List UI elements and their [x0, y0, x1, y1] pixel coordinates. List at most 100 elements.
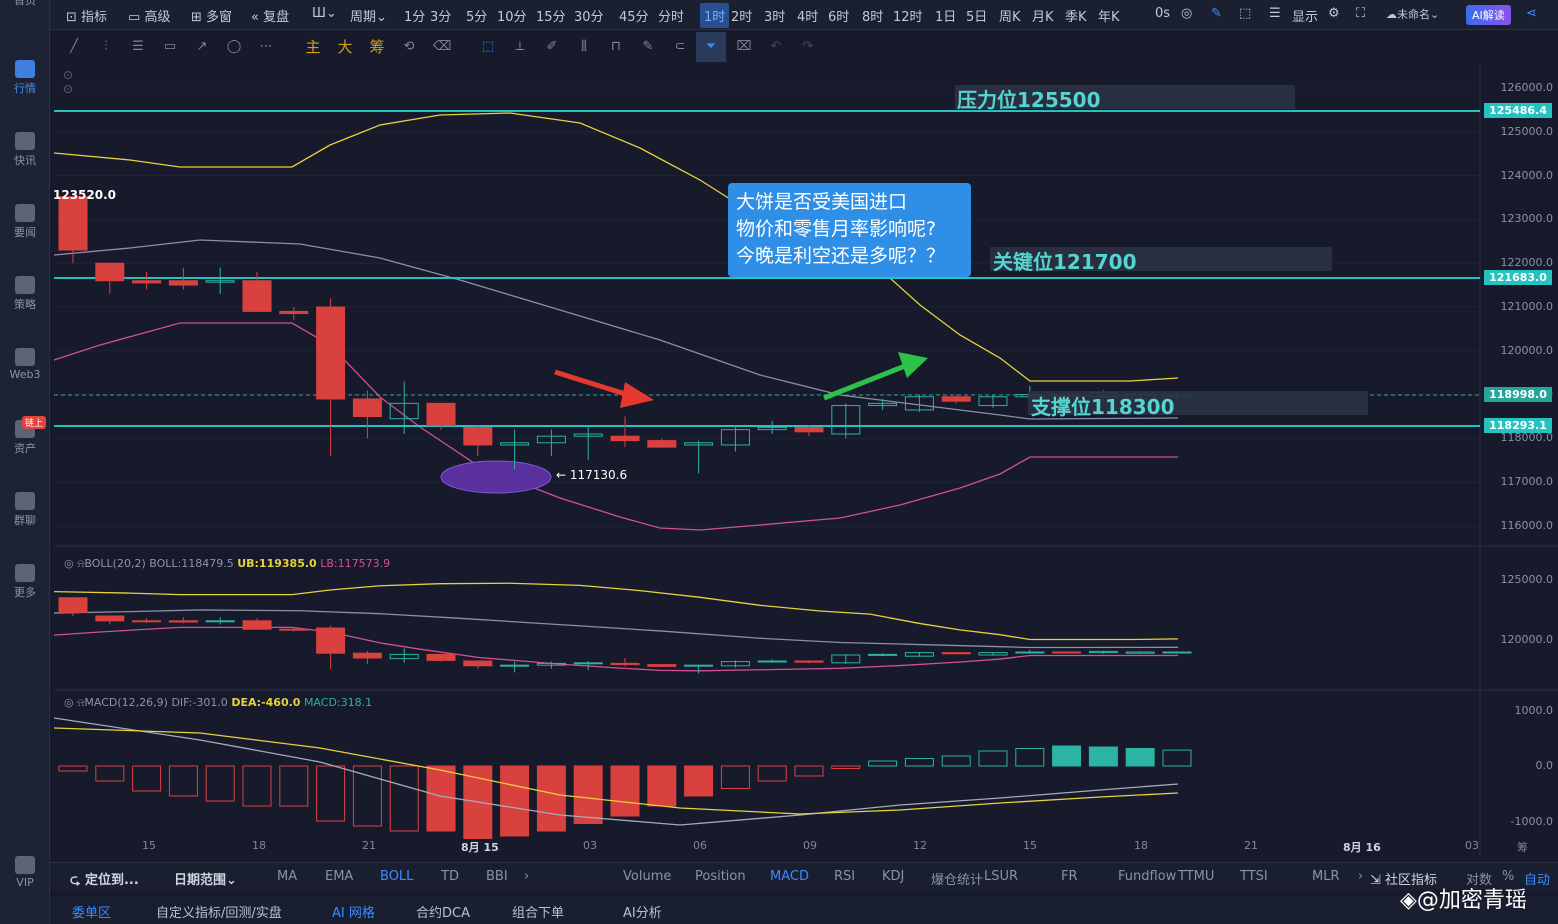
bottom-tab[interactable]: AI 网格 [332, 906, 375, 921]
interval-16[interactable]: 5日 [966, 10, 988, 25]
ellipse-tool-icon[interactable]: ◯ [226, 39, 242, 54]
interval-14[interactable]: 12时 [893, 10, 923, 25]
nav-item-5[interactable]: Web3 [0, 348, 50, 381]
eye-icon[interactable]: ◎ [64, 557, 74, 570]
lock-icon[interactable]: ⊓ [610, 39, 622, 54]
nav-item-2[interactable]: 快讯 [0, 132, 50, 168]
interval-2[interactable]: 5分 [466, 10, 488, 25]
interval-8[interactable]: 1时 [700, 3, 730, 28]
bottom-tab[interactable]: 组合下单 [512, 906, 565, 921]
eye-icon[interactable]: ◎ [64, 696, 74, 709]
next-arrow-icon[interactable]: › [1358, 869, 1364, 884]
cursor-icon[interactable]: ⬚ [481, 39, 495, 54]
main-indicator-tab[interactable]: EMA [325, 869, 354, 884]
nav-item-1[interactable]: 行情 [0, 60, 50, 96]
sync-icon[interactable]: ⟲ [403, 39, 415, 54]
interval-6[interactable]: 45分 [619, 10, 649, 25]
pen-icon[interactable]: ✎ [1211, 6, 1222, 21]
main-indicator-tab[interactable]: BOLL [380, 869, 414, 884]
locate-button[interactable]: ⮎ 定位到... [70, 873, 139, 888]
redo-icon[interactable]: ↷ [802, 39, 814, 54]
interval-17[interactable]: 周K [999, 10, 1021, 25]
sub-indicator-tab[interactable]: LSUR [984, 869, 1019, 884]
workspace-select[interactable]: ☁未命名⌄ [1386, 8, 1440, 21]
indicator-button[interactable]: ⊡ 指标 [66, 10, 108, 25]
replay-button[interactable]: « 复盘 [251, 10, 290, 25]
filter-icon[interactable]: ⏷ [696, 32, 726, 62]
interval-0[interactable]: 1分 [404, 10, 426, 25]
sub-indicator-tab[interactable]: MACD [770, 869, 809, 884]
interval-18[interactable]: 月K [1032, 10, 1054, 25]
interval-1[interactable]: 3分 [430, 10, 452, 25]
arrow-tool-icon[interactable]: ↗ [196, 39, 208, 54]
nav-item-7[interactable]: 群聊 [0, 492, 50, 528]
trash-icon[interactable]: ⌧ [736, 39, 752, 54]
interval-15[interactable]: 1日 [935, 10, 957, 25]
ai-read-button[interactable]: AI解读 [1466, 5, 1511, 25]
fullscreen-icon[interactable]: ⛶ [1356, 6, 1366, 21]
erase-icon[interactable]: ⌫ [433, 39, 452, 54]
display-button[interactable]: 显示 [1292, 10, 1319, 25]
sub-indicator-tab[interactable]: MLR [1312, 869, 1340, 884]
chip-button[interactable]: 筹 [369, 38, 385, 56]
brush-icon[interactable]: ✐ [546, 39, 558, 54]
bottom-tab[interactable]: AI分析 [623, 906, 662, 921]
sub-indicator-tab[interactable]: KDJ [882, 869, 905, 884]
bottom-tab[interactable]: 自定义指标/回测/实盘 [156, 906, 282, 921]
interval-12[interactable]: 6时 [828, 10, 850, 25]
bell-icon[interactable]: ⍾ [77, 557, 85, 570]
interval-19[interactable]: 季K [1065, 10, 1087, 25]
nav-item-6[interactable]: 资产 链上 [0, 416, 50, 456]
list-icon[interactable]: ☰ [1269, 6, 1281, 21]
chart-type-button[interactable]: Ш⌄ [312, 6, 337, 21]
sub-indicator-tab[interactable]: Position [695, 869, 746, 884]
sub-indicator-tab[interactable]: RSI [834, 869, 856, 884]
collapse-icon[interactable]: ⊙ ⊙ [63, 68, 74, 96]
sub-indicator-tab[interactable]: TTSI [1240, 869, 1268, 884]
magnet-icon[interactable]: ⊂ [674, 39, 686, 54]
sub-indicator-tab[interactable]: FR [1061, 869, 1078, 884]
interval-3[interactable]: 10分 [497, 10, 527, 25]
log-toggle[interactable]: 对数 [1466, 873, 1493, 888]
hline-tool-icon[interactable]: ⫶ [104, 39, 108, 54]
sub-indicator-tab[interactable]: Fundflow [1118, 869, 1177, 884]
percent-toggle[interactable]: % [1502, 869, 1515, 884]
period-button[interactable]: 周期⌄ [350, 10, 387, 25]
share-icon[interactable]: ⋖ [1526, 6, 1537, 21]
settings-icon[interactable]: ⚙ [1328, 6, 1340, 21]
interval-7[interactable]: 分时 [658, 10, 685, 25]
nav-item-9[interactable]: VIP [0, 856, 50, 889]
bell-icon[interactable]: ⍾ [77, 696, 85, 709]
bars-icon[interactable]: ⫼ [581, 39, 587, 54]
nav-item-8[interactable]: 更多 [0, 564, 50, 600]
channel-tool-icon[interactable]: ☰ [132, 39, 144, 54]
multiwin-button[interactable]: ⊞ 多窗 [191, 10, 233, 25]
interval-11[interactable]: 4时 [797, 10, 819, 25]
community-indicator-button[interactable]: ⇲ 社区指标 [1370, 873, 1438, 888]
big-chip-button[interactable]: 大 [337, 38, 353, 56]
nav-item-4[interactable]: 策略 [0, 276, 50, 312]
interval-4[interactable]: 15分 [536, 10, 566, 25]
main-indicator-tab[interactable]: TD [441, 869, 459, 884]
main-chip-button[interactable]: 主 [305, 38, 321, 56]
interval-5[interactable]: 30分 [574, 10, 604, 25]
nav-item-0[interactable]: 首页 [0, 0, 50, 8]
auto-toggle[interactable]: 自动 [1524, 873, 1551, 888]
main-indicator-tab[interactable]: MA [277, 869, 298, 884]
bottom-tab[interactable]: 委单区 [72, 906, 112, 921]
main-indicator-tab[interactable]: BBI [486, 869, 508, 884]
interval-9[interactable]: 2时 [731, 10, 753, 25]
interval-13[interactable]: 8时 [862, 10, 884, 25]
undo-icon[interactable]: ↶ [770, 39, 782, 54]
note-icon[interactable]: ✎ [642, 39, 654, 54]
layout-icon[interactable]: ⬚ [1239, 6, 1252, 21]
ruler-icon[interactable]: ⟂ [515, 39, 525, 54]
advanced-button[interactable]: ▭ 高级 [128, 10, 171, 25]
camera-icon[interactable]: ◎ [1181, 6, 1193, 21]
more-tools-icon[interactable]: ⋯ [259, 39, 273, 54]
interval-10[interactable]: 3时 [764, 10, 786, 25]
sub-indicator-tab[interactable]: 爆仓统计 [931, 873, 984, 888]
bottom-tab[interactable]: 合约DCA [416, 906, 470, 921]
nav-item-3[interactable]: 要闻 [0, 204, 50, 240]
